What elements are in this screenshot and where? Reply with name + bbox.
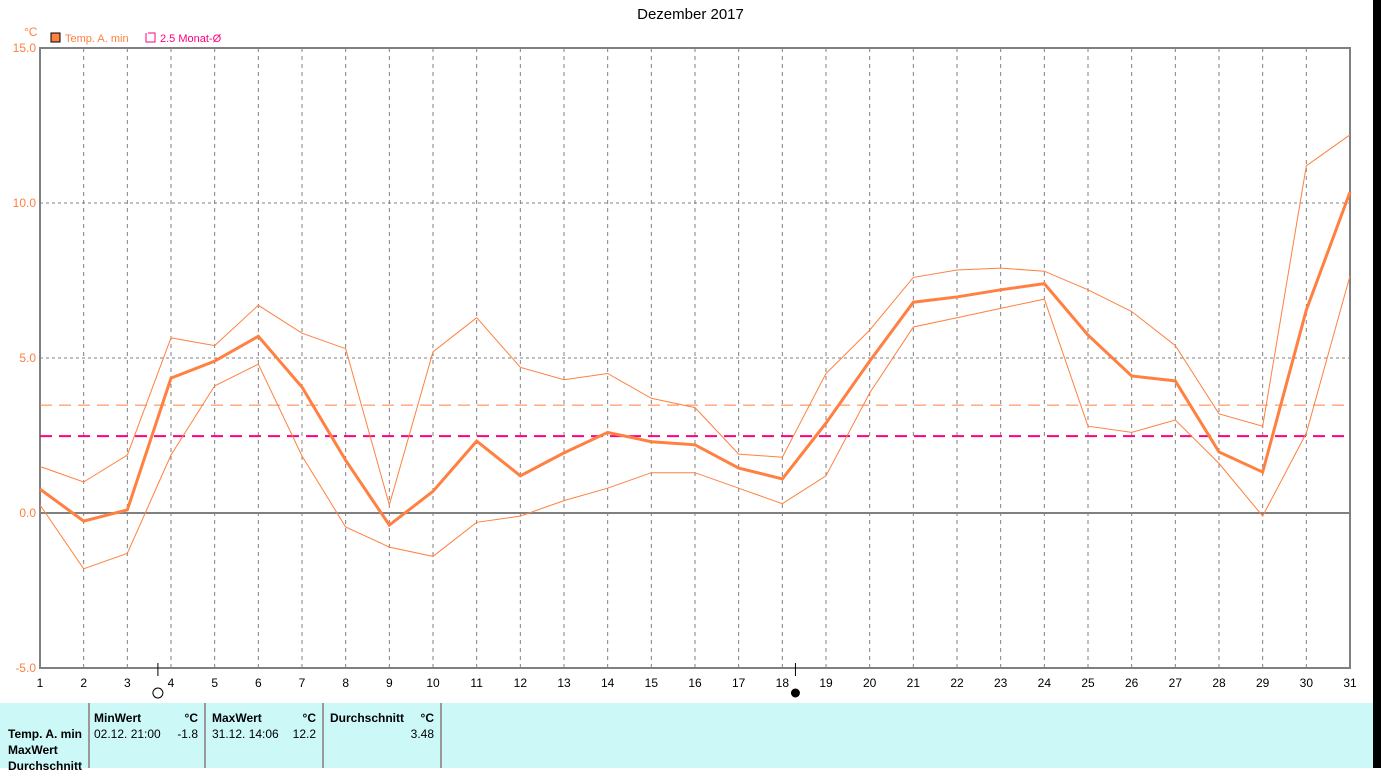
legend-label: Temp. A. min	[65, 33, 129, 45]
series-line-upper	[39, 134, 1351, 507]
row-label: Temp. A. min	[8, 727, 83, 741]
x-tick-label: 11	[470, 676, 483, 690]
x-tick-label: 26	[1125, 676, 1139, 690]
avg-header: Durchschnitt	[330, 711, 405, 725]
y-tick-label: 0.0	[19, 506, 36, 520]
x-tick-label: 7	[299, 676, 306, 690]
min-date: 02.12. 21:00	[94, 727, 161, 741]
x-tick-label: 6	[255, 676, 262, 690]
y-axis-unit: °C	[24, 25, 38, 39]
x-tick-label: 12	[514, 676, 528, 690]
x-tick-label: 27	[1169, 676, 1183, 690]
x-tick-label: 23	[994, 676, 1008, 690]
x-tick-label: 24	[1038, 676, 1052, 690]
full-moon-icon	[152, 687, 164, 699]
x-tick-label: 4	[168, 676, 175, 690]
x-tick-label: 10	[426, 676, 440, 690]
min-header: MinWert	[94, 711, 142, 725]
x-tick-label: 16	[688, 676, 702, 690]
y-tick-label: -5.0	[15, 661, 36, 675]
max-date: 31.12. 14:06	[212, 727, 279, 741]
min-column: MinWert °C 02.12. 21:00 -1.8	[90, 703, 206, 768]
series-line-mean	[39, 191, 1352, 528]
x-tick-label: 18	[776, 676, 790, 690]
legend-swatch-monthly-avg	[145, 32, 156, 43]
stats-panel: Temp. A. min MaxWert Durchschnitt MinWer…	[0, 703, 1373, 773]
x-tick-label: 28	[1212, 676, 1226, 690]
x-tick-label: 15	[645, 676, 659, 690]
x-tick-label: 25	[1081, 676, 1095, 690]
x-tick-label: 17	[732, 676, 746, 690]
x-tick-label: 20	[863, 676, 877, 690]
y-tick-label: 15.0	[13, 41, 37, 55]
max-value: 12.2	[292, 727, 316, 741]
x-tick-label: 2	[80, 676, 87, 690]
avg-column: Durchschnitt °C 3.48	[324, 703, 442, 768]
x-tick-label: 31	[1343, 676, 1357, 690]
max-header: MaxWert	[212, 711, 262, 725]
scrollbar[interactable]	[1373, 0, 1381, 768]
chart: 1 2 3 4 5 6 7 8 9 10 11 12 13 14 15 16 17 18 19 20 21 22 23 24 2…	[13, 25, 1357, 699]
series-line-lower	[39, 275, 1351, 570]
row-label: Durchschnitt	[8, 759, 83, 773]
legend-swatch-temp	[50, 32, 61, 43]
x-tick-label: 21	[907, 676, 921, 690]
avg-unit: °C	[420, 711, 434, 725]
x-tick-label: 3	[124, 676, 131, 690]
max-column: MaxWert °C 31.12. 14:06 12.2	[206, 703, 324, 768]
x-tick-label: 13	[557, 676, 571, 690]
x-tick-label: 8	[342, 676, 349, 690]
chart-title: Dezember 2017	[637, 6, 744, 23]
y-tick-label: 10.0	[13, 196, 37, 210]
plot-frame	[39, 47, 1351, 669]
x-tick-label: 30	[1300, 676, 1314, 690]
row-labels: Temp. A. min MaxWert Durchschnitt	[0, 703, 90, 773]
legend-label: 2.5 Monat-Ø	[160, 33, 222, 45]
min-value: -1.8	[177, 727, 198, 741]
x-tick-label: 29	[1256, 676, 1270, 690]
y-tick-label: 5.0	[19, 351, 36, 365]
min-unit: °C	[184, 711, 198, 725]
new-moon-icon	[790, 688, 800, 698]
max-unit: °C	[302, 711, 316, 725]
x-tick-label: 9	[386, 676, 393, 690]
x-tick-label: 1	[37, 676, 44, 690]
row-label: MaxWert	[8, 743, 58, 757]
x-tick-label: 19	[819, 676, 833, 690]
x-tick-label: 5	[211, 676, 218, 690]
x-tick-label: 14	[601, 676, 615, 690]
avg-value: 3.48	[410, 727, 434, 741]
x-tick-label: 22	[950, 676, 964, 690]
